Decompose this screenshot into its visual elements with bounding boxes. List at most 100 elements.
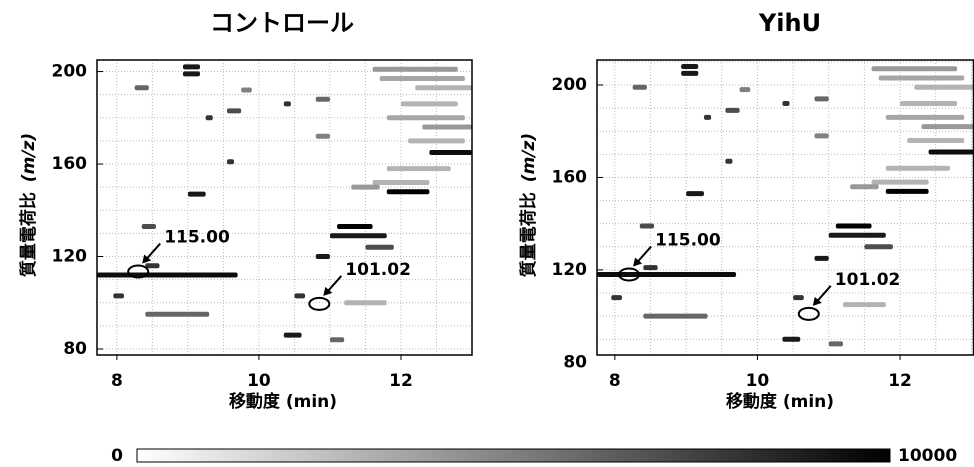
heat-spot — [97, 272, 238, 278]
annotation-circle — [127, 264, 150, 279]
annotation-label: 115.00 — [655, 231, 721, 251]
x-tick-label: 10 — [247, 371, 271, 391]
heat-spot — [113, 293, 124, 299]
y-axis-label-text: 質量電荷比 — [518, 192, 539, 277]
heat-spot — [415, 85, 472, 91]
arrow-head — [323, 286, 333, 296]
heat-spot — [226, 159, 235, 165]
heat-spot — [408, 138, 465, 144]
heat-spot — [850, 184, 879, 190]
heat-spot — [351, 184, 380, 190]
heat-spot — [182, 71, 200, 77]
heat-spot — [681, 70, 699, 76]
heat-spot — [907, 137, 965, 143]
annotation-label: 115.00 — [164, 228, 230, 248]
heat-spot — [828, 341, 844, 347]
y-tick-label: 120 — [552, 260, 588, 280]
heat-spot — [681, 63, 699, 69]
heat-spot — [828, 232, 886, 238]
y-tick-label: 160 — [552, 167, 588, 187]
colorbar-tick-label: 10000 — [898, 446, 957, 466]
arrow-head — [633, 257, 643, 267]
heat-spot — [294, 293, 306, 299]
annotation-label: 101.02 — [345, 260, 411, 280]
heat-spot — [386, 189, 430, 195]
heat-spot — [782, 100, 790, 106]
heat-spot — [885, 165, 950, 171]
heat-spot — [182, 64, 200, 70]
heat-spot — [315, 96, 330, 102]
heat-spot — [871, 66, 958, 72]
heat-spot — [283, 101, 291, 107]
heat-spot — [372, 180, 430, 186]
heat-spot — [793, 295, 804, 301]
heat-spot — [386, 166, 451, 172]
heat-spot — [725, 158, 733, 164]
y-tick-label: 200 — [552, 75, 588, 95]
heat-spot — [187, 191, 206, 197]
heat-spot — [782, 336, 801, 342]
chart-title: コントロール — [210, 9, 354, 37]
heat-spot — [814, 255, 829, 261]
heat-spot — [429, 149, 472, 155]
heat-spot — [315, 254, 330, 260]
heat-spot — [134, 85, 149, 91]
x-tick-label: 10 — [746, 371, 770, 391]
heatmap — [597, 63, 974, 347]
heat-spot — [921, 124, 974, 130]
heat-spot — [878, 75, 965, 81]
heat-spot — [639, 223, 655, 229]
x-axis-label: 移動度 (min) — [726, 391, 834, 412]
arrow-head — [812, 296, 822, 306]
heat-spot — [344, 300, 387, 306]
annotation-circle — [797, 306, 820, 321]
heat-spot — [337, 223, 373, 229]
heat-spot — [386, 115, 465, 121]
heat-spot — [843, 302, 886, 308]
y-axis-label: 質量電荷比 (m/z) — [18, 133, 39, 277]
heat-spot — [241, 87, 252, 93]
heat-spot — [611, 295, 622, 301]
heat-spot — [365, 244, 394, 250]
heat-spot — [900, 100, 958, 106]
y-axis-label-unit: (m/z) — [519, 133, 539, 182]
chart-title: YihU — [758, 9, 821, 37]
y-tick-label: 120 — [52, 247, 88, 267]
heat-spot — [315, 133, 330, 139]
heat-spot — [145, 311, 210, 317]
heat-spot — [283, 332, 302, 338]
plot-frame — [96, 59, 473, 356]
heatmap — [97, 64, 472, 343]
x-tick-label: 8 — [609, 371, 621, 391]
heat-spot — [871, 179, 929, 185]
heat-spot — [379, 75, 465, 81]
y-tick-label: 160 — [52, 154, 88, 174]
x-tick-label: 8 — [111, 371, 123, 391]
y-tick-label: 80 — [563, 352, 587, 372]
heat-spot — [597, 272, 737, 278]
heat-spot — [226, 108, 242, 114]
heat-spot — [814, 96, 829, 102]
heat-spot — [739, 87, 751, 93]
y-axis-label-unit: (m/z) — [19, 133, 39, 182]
y-tick-label: 200 — [52, 62, 88, 82]
y-axis-label: 質量電荷比 (m/z) — [518, 133, 539, 277]
annotation-circle — [618, 267, 641, 282]
colorbar — [136, 448, 891, 463]
annotation-circle — [308, 296, 331, 311]
heat-spot — [814, 133, 829, 139]
heat-spot — [145, 263, 160, 269]
heat-spot — [400, 101, 458, 107]
heat-spot — [422, 124, 472, 130]
x-tick-label: 12 — [888, 371, 912, 391]
heat-spot — [329, 337, 345, 343]
heat-spot — [643, 313, 708, 319]
plot-background — [597, 60, 974, 355]
y-axis-label-text: 質量電荷比 — [18, 192, 39, 277]
heat-spot — [835, 223, 872, 229]
heat-spot — [864, 244, 893, 250]
x-axis-label: 移動度 (min) — [229, 391, 337, 412]
heat-spot — [703, 114, 712, 120]
heat-spot — [643, 265, 658, 271]
